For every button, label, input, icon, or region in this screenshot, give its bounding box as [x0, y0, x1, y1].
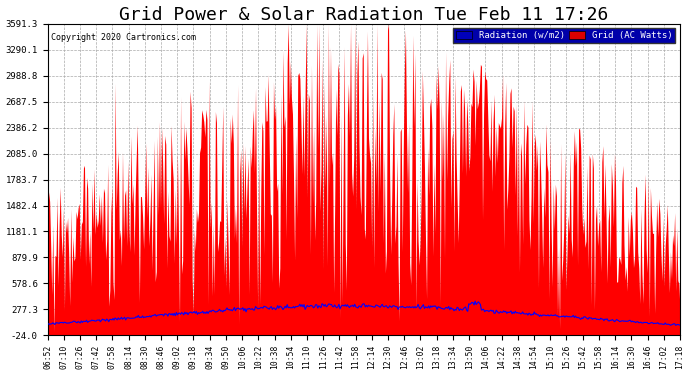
Legend: Radiation (w/m2), Grid (AC Watts): Radiation (w/m2), Grid (AC Watts)	[453, 28, 676, 43]
Text: Copyright 2020 Cartronics.com: Copyright 2020 Cartronics.com	[50, 33, 196, 42]
Title: Grid Power & Solar Radiation Tue Feb 11 17:26: Grid Power & Solar Radiation Tue Feb 11 …	[119, 6, 609, 24]
